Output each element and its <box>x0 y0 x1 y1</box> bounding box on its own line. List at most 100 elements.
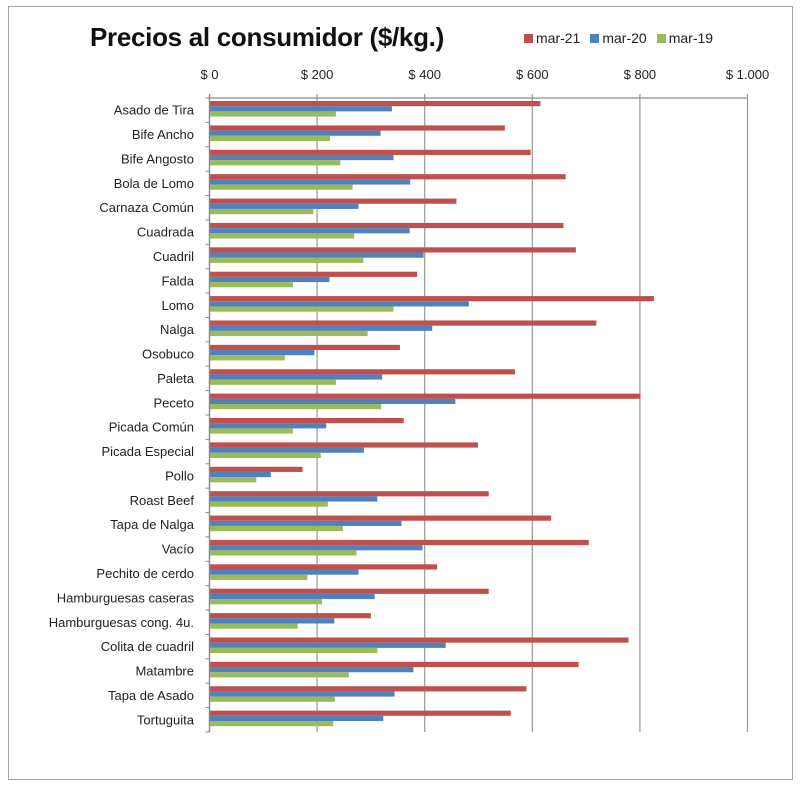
legend-item-mar-20: mar-20 <box>590 30 647 46</box>
bar-mar-21-10 <box>209 344 400 351</box>
bar-mar-21-23 <box>209 661 579 668</box>
bar-mar-19-21 <box>209 623 298 629</box>
legend-label-mar-21: mar-21 <box>536 30 581 46</box>
category-label-0: Asado de Tira <box>114 103 195 118</box>
chart-title: Precios al consumidor ($/kg.) <box>90 22 444 52</box>
category-label-6: Cuadril <box>153 249 194 264</box>
category-label-16: Roast Beef <box>130 493 195 508</box>
x-tick-label-1000: $ 1.000 <box>726 67 769 82</box>
bar-mar-20-13 <box>209 423 327 429</box>
legend-item-mar-19: mar-19 <box>656 30 714 46</box>
bar-mar-20-18 <box>209 545 423 551</box>
legend: mar-21 mar-20 mar-19 <box>524 30 713 46</box>
bar-mar-19-25 <box>209 721 334 727</box>
bar-mar-21-20 <box>209 588 489 594</box>
legend-swatch-mar-21 <box>524 33 533 43</box>
x-axis-ticks: $ 0 $ 200 $ 400 $ 600 $ 800 $ 1.000 <box>200 67 769 82</box>
bar-mar-21-17 <box>209 515 552 521</box>
bar-mar-20-19 <box>209 569 359 575</box>
category-label-12: Peceto <box>154 395 194 410</box>
bar-mar-19-9 <box>209 330 368 337</box>
bar-mar-21-19 <box>209 564 438 570</box>
bar-mar-19-3 <box>209 184 353 190</box>
bar-mar-21-9 <box>209 320 597 326</box>
legend-label-mar-19: mar-19 <box>668 30 714 46</box>
chart-frame <box>8 6 793 780</box>
bar-mar-19-5 <box>209 233 355 239</box>
bar-mar-20-15 <box>209 471 271 478</box>
bar-mar-19-13 <box>209 428 293 434</box>
bar-mar-21-8 <box>209 296 654 302</box>
bar-mar-19-2 <box>209 160 341 166</box>
category-label-2: Bife Angosto <box>121 151 194 166</box>
bar-mar-19-15 <box>209 477 257 483</box>
bar-mar-21-24 <box>209 686 527 692</box>
bar-mar-20-12 <box>209 398 456 405</box>
legend-label-mar-20: mar-20 <box>602 30 647 46</box>
category-label-21: Hamburguesas cong. 4u. <box>49 615 194 630</box>
bar-mar-20-20 <box>209 593 375 600</box>
category-label-1: Bife Ancho <box>132 127 194 142</box>
bar-mar-19-6 <box>209 257 364 263</box>
bar-mar-21-3 <box>209 174 566 180</box>
bar-mar-21-11 <box>209 369 516 375</box>
bar-mar-21-4 <box>209 198 457 204</box>
legend-item-mar-21: mar-21 <box>524 30 580 46</box>
bar-mar-19-7 <box>209 282 293 288</box>
bar-mar-20-14 <box>209 447 364 453</box>
category-label-13: Picada Común <box>109 420 194 435</box>
category-label-15: Pollo <box>165 468 194 483</box>
category-label-23: Matambre <box>135 664 194 679</box>
category-label-19: Pechito de cerdo <box>96 566 194 581</box>
bar-mar-20-9 <box>209 325 433 331</box>
bar-mar-20-22 <box>209 642 446 648</box>
bar-mar-21-1 <box>209 125 505 131</box>
bar-mar-19-19 <box>209 574 308 580</box>
bar-mar-21-13 <box>209 418 404 424</box>
bar-mar-20-24 <box>209 691 395 697</box>
bar-mar-21-12 <box>209 393 641 399</box>
bar-mar-20-10 <box>209 350 315 356</box>
bar-mar-21-25 <box>209 710 511 716</box>
bar-mar-20-23 <box>209 667 414 673</box>
category-label-20: Hamburguesas caseras <box>57 590 195 605</box>
bar-mar-19-8 <box>209 306 394 312</box>
bar-mar-20-8 <box>209 301 469 307</box>
x-tick-label-800: $ 800 <box>624 67 657 82</box>
x-tick-label-0: $ 0 <box>200 67 218 82</box>
bar-mar-19-23 <box>209 672 349 678</box>
bar-mar-20-5 <box>209 228 410 234</box>
bar-mar-19-11 <box>209 379 336 385</box>
bar-mar-20-21 <box>209 618 335 624</box>
bar-mar-20-0 <box>209 106 392 112</box>
category-label-3: Bola de Lomo <box>114 176 194 191</box>
bar-mar-20-1 <box>209 130 381 136</box>
category-label-18: Vacío <box>162 542 194 557</box>
bar-mar-21-5 <box>209 222 564 229</box>
category-label-14: Picada Especial <box>102 444 195 459</box>
bar-mar-21-6 <box>209 247 576 253</box>
axes <box>205 94 748 733</box>
bar-mar-19-4 <box>209 208 314 215</box>
category-label-11: Paleta <box>157 371 195 386</box>
category-label-8: Lomo <box>161 298 194 313</box>
bar-mar-20-25 <box>209 715 384 722</box>
bar-mar-20-7 <box>209 276 330 283</box>
bar-mar-19-20 <box>209 599 322 605</box>
category-label-10: Osobuco <box>142 347 194 362</box>
bar-mar-20-16 <box>209 496 378 502</box>
category-label-5: Cuadrada <box>137 225 195 240</box>
bar-mar-20-6 <box>209 252 424 258</box>
bar-mar-21-15 <box>209 466 303 472</box>
bar-mar-19-17 <box>209 525 343 532</box>
bar-mar-19-1 <box>209 135 331 141</box>
x-tick-label-400: $ 400 <box>408 67 441 82</box>
bar-mar-20-11 <box>209 374 383 380</box>
legend-swatch-mar-20 <box>590 33 600 43</box>
bar-mar-21-2 <box>209 149 531 155</box>
legend-swatch-mar-19 <box>656 33 666 43</box>
bar-mar-19-12 <box>209 404 382 410</box>
bar-mar-19-24 <box>209 696 335 702</box>
bar-mar-19-16 <box>209 501 328 507</box>
